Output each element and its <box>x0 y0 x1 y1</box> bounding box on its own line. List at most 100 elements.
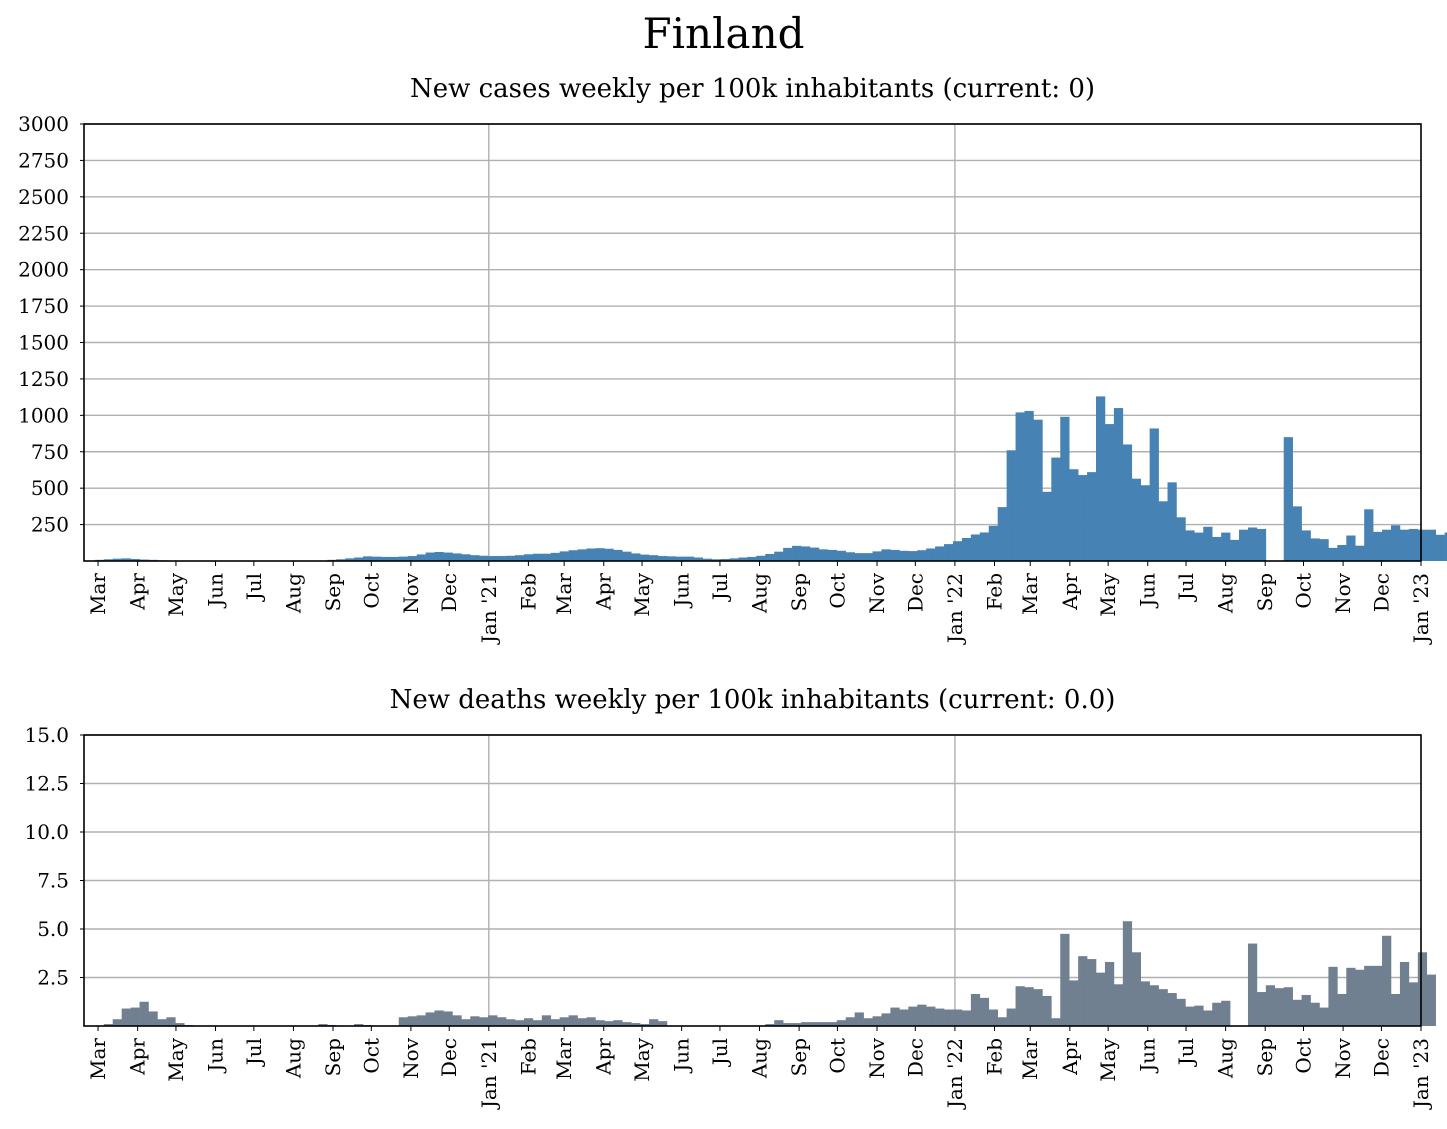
cases-bar <box>371 556 382 561</box>
cases-bar <box>747 556 757 561</box>
cases-bar <box>488 556 498 561</box>
deaths-bar <box>1149 985 1159 1026</box>
deaths-bar <box>157 1019 167 1026</box>
cases-xtick-label: Jun <box>204 573 228 609</box>
cases-ytick-label: 1500 <box>18 331 69 355</box>
cases-bar <box>926 548 936 561</box>
deaths-bar <box>443 1011 453 1026</box>
cases-xtick-label: Jun <box>670 573 694 609</box>
deaths-bar <box>1408 982 1419 1026</box>
deaths-xtick-label: May <box>1096 1037 1120 1081</box>
cases-xtick-label: Mar <box>1018 573 1042 615</box>
deaths-bar <box>872 1016 882 1026</box>
cases-bar <box>1444 532 1447 561</box>
cases-bar <box>738 557 748 561</box>
deaths-bar <box>559 1017 569 1026</box>
deaths-bar <box>1087 959 1097 1026</box>
deaths-bar <box>532 1020 543 1026</box>
deaths-xtick-label: Mar <box>86 1038 110 1080</box>
cases-bar <box>1104 424 1115 561</box>
cases-bar <box>1131 478 1142 561</box>
cases-bar <box>1096 396 1106 561</box>
deaths-xtick-label: Oct <box>359 1038 383 1074</box>
cases-xtick-label: Jan '23 <box>1409 573 1433 645</box>
deaths-xtick-label: May <box>630 1037 654 1081</box>
cases-bar <box>1006 450 1016 561</box>
deaths-bar <box>1113 984 1124 1026</box>
cases-bar <box>997 507 1007 561</box>
cases-bar <box>577 549 587 561</box>
deaths-bar <box>121 1008 131 1026</box>
deaths-ytick-label: 12.5 <box>24 772 69 796</box>
deaths-bar <box>818 1022 829 1026</box>
cases-bar <box>1310 538 1320 561</box>
deaths-bar <box>1069 980 1079 1026</box>
cases-bar <box>1319 539 1329 561</box>
cases-bar <box>1212 536 1222 561</box>
cases-ytick-label: 750 <box>31 440 69 464</box>
deaths-bar <box>1426 974 1436 1026</box>
cases-bar <box>809 547 820 561</box>
deaths-bar <box>881 1013 891 1026</box>
deaths-bar <box>809 1022 820 1026</box>
deaths-bar <box>1176 998 1186 1026</box>
cases-bar <box>1230 539 1240 561</box>
cases-bar <box>1417 529 1428 561</box>
deaths-xtick-label: Sep <box>1253 1038 1277 1076</box>
cases-bar <box>1346 535 1356 561</box>
cases-bar <box>1167 482 1177 561</box>
deaths-bar <box>407 1016 417 1026</box>
deaths-plot-frame <box>83 734 1422 1027</box>
cases-chart-title: New cases weekly per 100k inhabitants (c… <box>409 74 1096 104</box>
cases-bar <box>425 552 435 561</box>
deaths-bar <box>1221 1000 1231 1026</box>
cases-bar <box>398 556 409 561</box>
cases-bar <box>720 558 730 561</box>
deaths-bar <box>1247 943 1258 1026</box>
deaths-bar <box>523 1018 534 1026</box>
cases-bar <box>1122 444 1133 561</box>
deaths-bar <box>1337 993 1347 1026</box>
cases-bar <box>1033 419 1043 561</box>
cases-bar <box>1355 545 1365 561</box>
deaths-bar <box>908 1006 918 1026</box>
deaths-xtick-label: Aug <box>281 1038 305 1079</box>
deaths-xtick-label: Jun <box>204 1038 228 1074</box>
deaths-xtick-label: Apr <box>592 1038 616 1076</box>
cases-bar <box>354 557 364 561</box>
cases-bar <box>1408 528 1419 561</box>
deaths-chart-title: New deaths weekly per 100k inhabitants (… <box>389 685 1116 715</box>
deaths-bar <box>1283 987 1293 1026</box>
deaths-xtick-label: Aug <box>1214 1038 1238 1079</box>
deaths-xtick-label: Mar <box>1018 1038 1042 1080</box>
deaths-bar <box>1328 966 1338 1026</box>
deaths-bar <box>1078 956 1088 1026</box>
cases-bar <box>1024 410 1034 561</box>
cases-bar <box>658 556 668 561</box>
deaths-bar <box>550 1019 560 1026</box>
cases-bar <box>532 553 543 561</box>
cases-bar <box>961 537 972 561</box>
cases-bar <box>944 544 954 561</box>
cases-xtick-label: Feb <box>982 573 1006 610</box>
cases-bar <box>568 550 578 561</box>
deaths-xtick-label: Dec <box>437 1038 461 1077</box>
deaths-bar <box>577 1018 587 1026</box>
cases-bar <box>1301 530 1311 561</box>
cases-bar <box>1060 416 1070 561</box>
deaths-bar <box>1024 987 1034 1026</box>
deaths-bar <box>926 1006 936 1026</box>
cases-bar <box>640 554 650 561</box>
cases-bar <box>836 550 847 561</box>
cases-ytick-label: 2250 <box>18 221 69 245</box>
cases-bar <box>586 548 596 561</box>
cases-xtick-label: Oct <box>1292 573 1316 609</box>
cases-bar <box>881 549 891 561</box>
cases-bar <box>1078 475 1088 561</box>
deaths-bar <box>568 1015 578 1026</box>
cases-bar <box>604 548 614 561</box>
cases-xtick-label: Aug <box>281 573 305 614</box>
deaths-xtick-label: Oct <box>825 1038 849 1074</box>
deaths-xtick-label: Jan '22 <box>943 1038 967 1110</box>
deaths-bar <box>425 1012 435 1026</box>
